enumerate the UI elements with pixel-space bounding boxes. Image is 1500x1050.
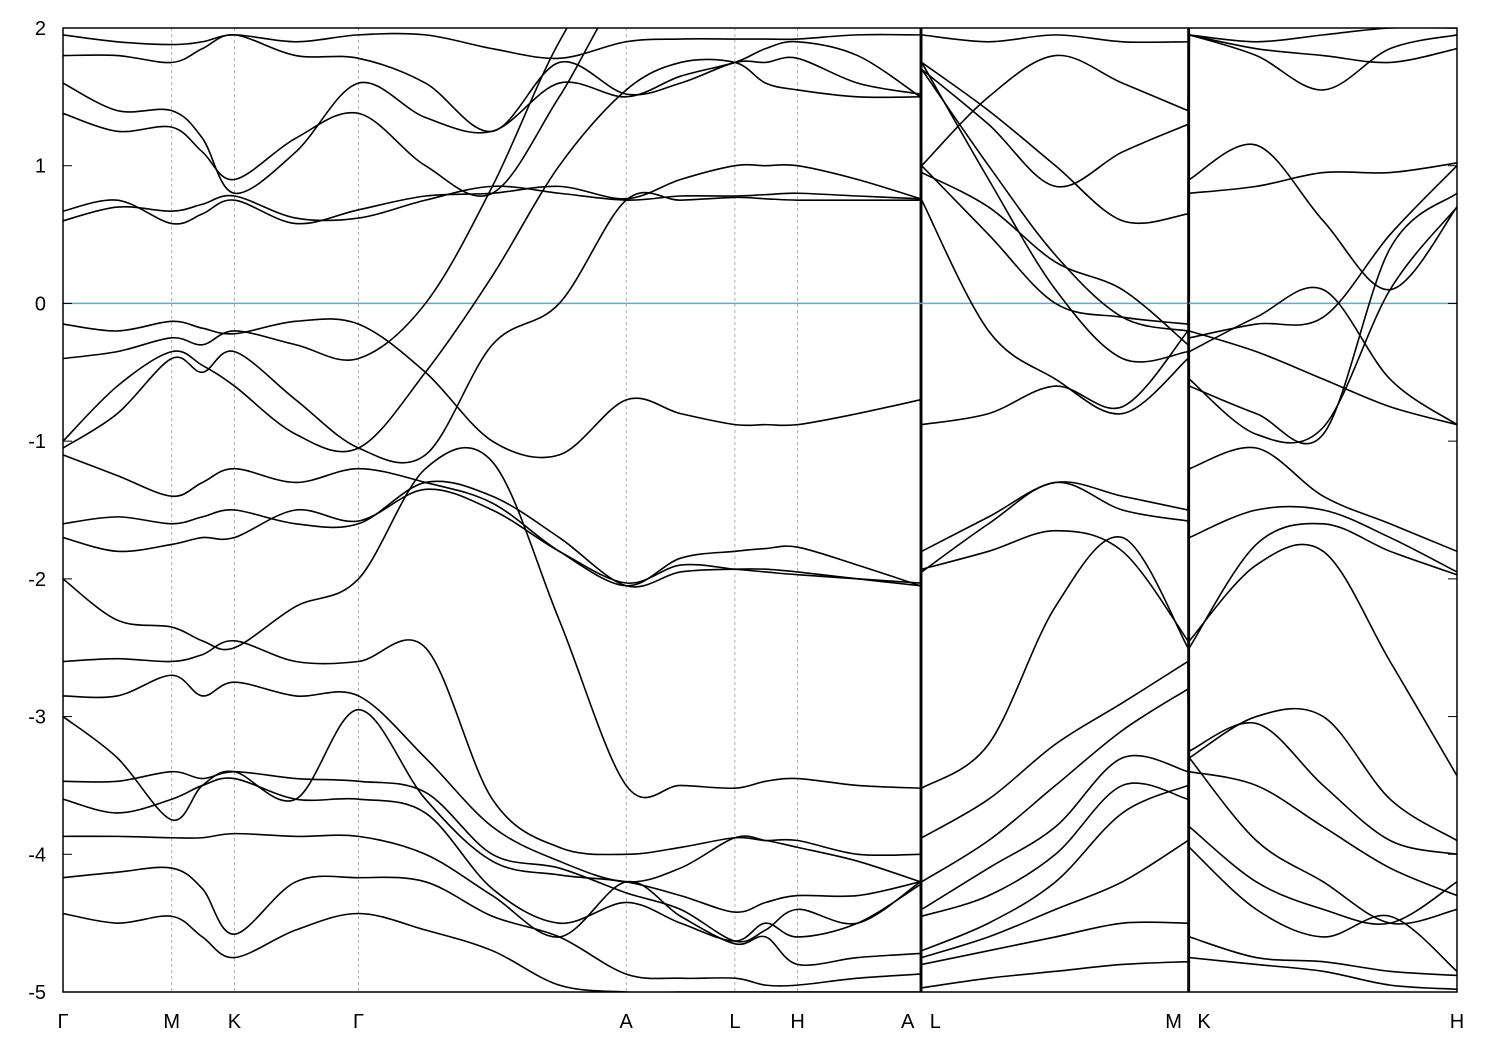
- band-line: [63, 191, 1457, 464]
- y-tick-label: -4: [28, 844, 46, 866]
- band-line: [63, 674, 1457, 883]
- bands-layer: [63, 28, 1457, 992]
- x-tick-label: A: [901, 1011, 915, 1033]
- y-tick-label: 2: [35, 18, 46, 40]
- y-tick-label: -2: [28, 569, 46, 591]
- x-tick-label: Γ: [353, 1011, 364, 1033]
- x-tick-label: M: [1165, 1011, 1182, 1033]
- y-tick-label: -5: [28, 982, 46, 1004]
- band-line: [63, 162, 1457, 325]
- x-tick-label: K: [1197, 1011, 1211, 1033]
- band-line: [63, 163, 1457, 426]
- band-line: [63, 40, 1457, 291]
- band-line: [63, 832, 1457, 972]
- band-line: [63, 488, 1457, 650]
- band-line: [63, 480, 1457, 588]
- band-line: [63, 33, 1457, 168]
- band-line: [63, 755, 1457, 943]
- x-tick-label: H: [1450, 1011, 1464, 1033]
- y-tick-label: -3: [28, 707, 46, 729]
- band-line: [63, 446, 1457, 587]
- x-tick-label: K: [228, 1011, 242, 1033]
- x-tick-label: H: [790, 1011, 804, 1033]
- band-line: [63, 28, 1457, 361]
- band-line: [63, 639, 1457, 857]
- band-line: [63, 866, 1457, 987]
- x-tick-label: L: [729, 1011, 740, 1033]
- band-line: [63, 912, 1457, 992]
- y-tick-label: 0: [35, 293, 46, 315]
- band-line: [63, 708, 1457, 913]
- x-tick-label: A: [620, 1011, 634, 1033]
- y-tick-label: 1: [35, 156, 46, 178]
- plot-frame: [62, 27, 1458, 993]
- band-line: [63, 28, 1457, 225]
- band-line: [63, 28, 1457, 60]
- band-line: [63, 58, 1457, 453]
- y-tick-label: -1: [28, 431, 46, 453]
- band-line: [63, 777, 1457, 952]
- x-tick-label: Γ: [57, 1011, 68, 1033]
- band-line: [63, 318, 1457, 459]
- x-tick-label: M: [163, 1011, 180, 1033]
- band-line: [63, 446, 1457, 799]
- x-tick-label: L: [930, 1011, 941, 1033]
